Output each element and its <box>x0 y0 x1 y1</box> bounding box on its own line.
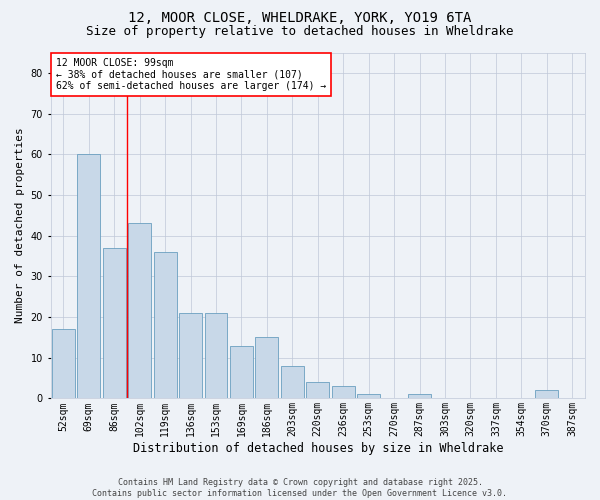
Bar <box>77 154 100 398</box>
Bar <box>281 366 304 398</box>
Bar <box>154 252 176 398</box>
Bar <box>332 386 355 398</box>
Y-axis label: Number of detached properties: Number of detached properties <box>15 128 25 324</box>
Text: 12, MOOR CLOSE, WHELDRAKE, YORK, YO19 6TA: 12, MOOR CLOSE, WHELDRAKE, YORK, YO19 6T… <box>128 11 472 25</box>
Bar <box>103 248 125 398</box>
Bar <box>128 224 151 398</box>
Bar <box>535 390 558 398</box>
Bar <box>307 382 329 398</box>
Bar <box>408 394 431 398</box>
Text: Contains HM Land Registry data © Crown copyright and database right 2025.
Contai: Contains HM Land Registry data © Crown c… <box>92 478 508 498</box>
Bar <box>357 394 380 398</box>
Bar <box>179 313 202 398</box>
Bar <box>52 329 75 398</box>
Text: Size of property relative to detached houses in Wheldrake: Size of property relative to detached ho… <box>86 25 514 38</box>
X-axis label: Distribution of detached houses by size in Wheldrake: Distribution of detached houses by size … <box>133 442 503 455</box>
Bar <box>230 346 253 399</box>
Text: 12 MOOR CLOSE: 99sqm
← 38% of detached houses are smaller (107)
62% of semi-deta: 12 MOOR CLOSE: 99sqm ← 38% of detached h… <box>56 58 326 91</box>
Bar <box>205 313 227 398</box>
Bar <box>256 338 278 398</box>
